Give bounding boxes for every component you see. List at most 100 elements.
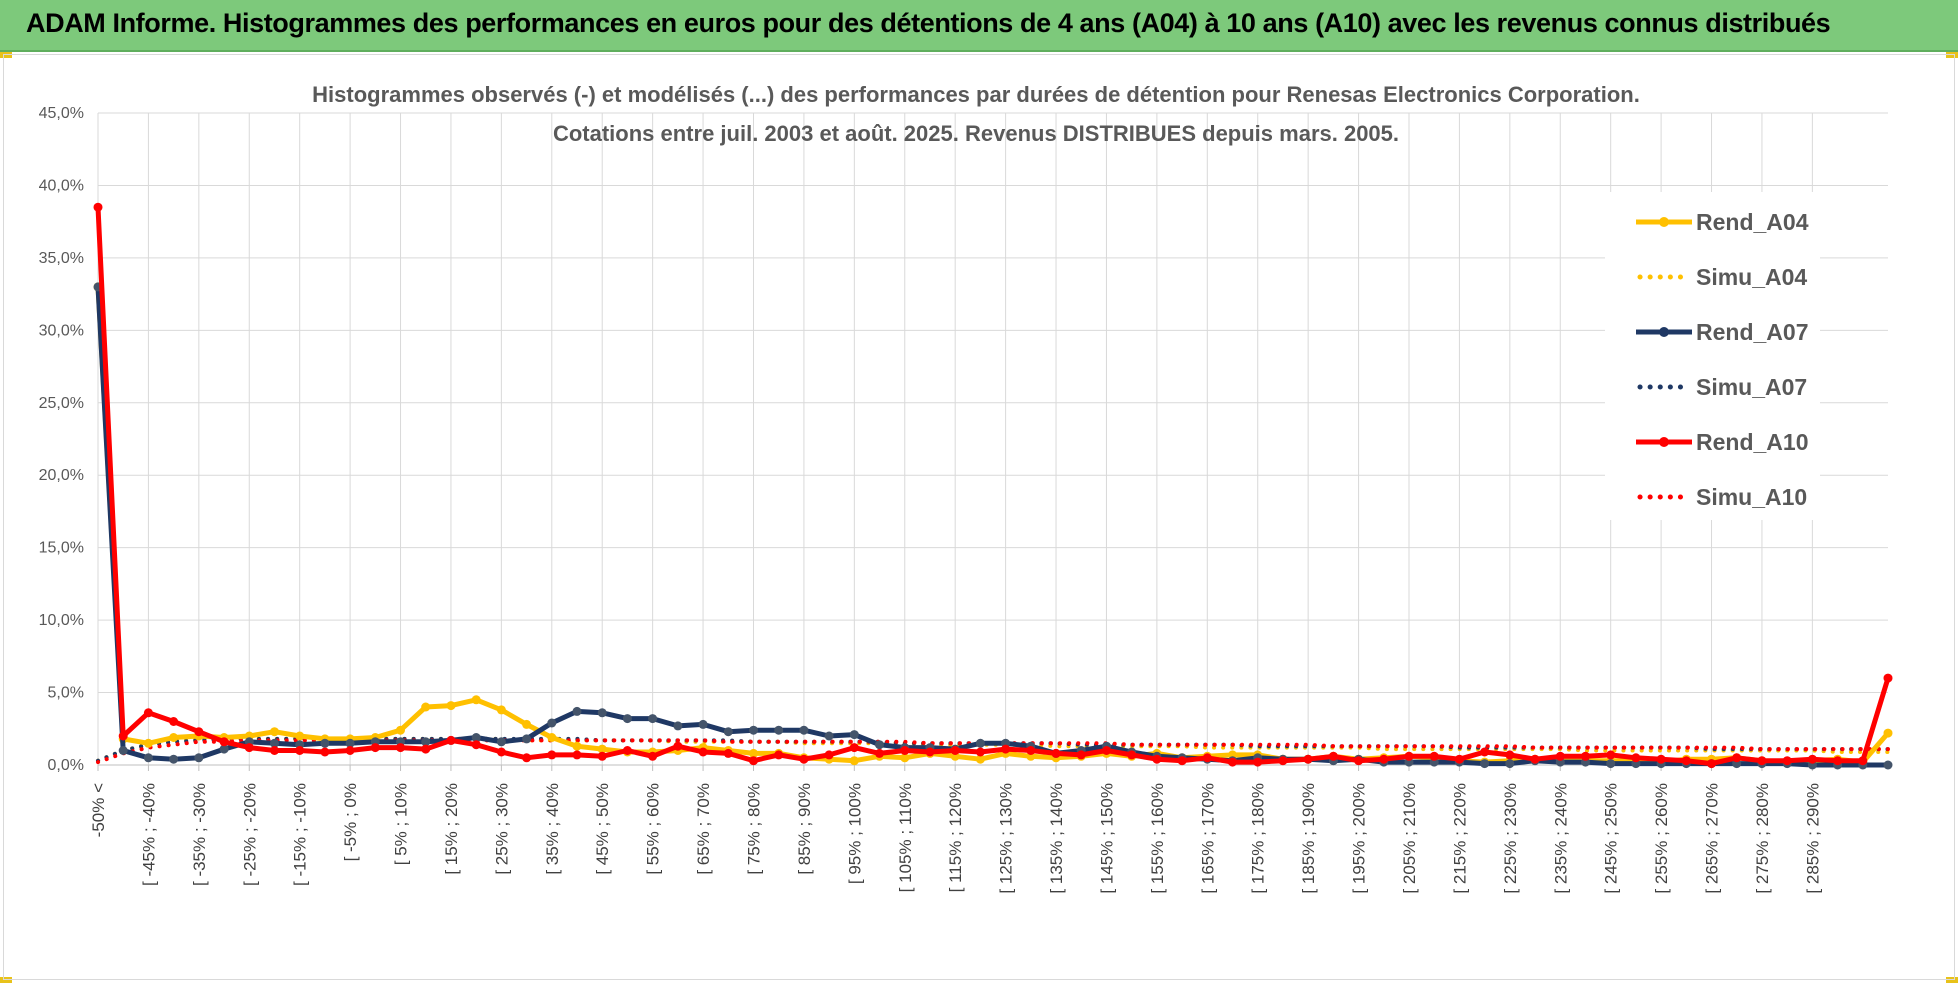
x-tick-label: [ 125% ; 130% xyxy=(997,783,1016,894)
data-point xyxy=(1379,754,1389,764)
data-point xyxy=(270,746,279,755)
x-tick-label: [ 55% ; 60% xyxy=(644,783,663,875)
data-point xyxy=(824,750,834,760)
data-point xyxy=(1328,751,1338,761)
x-tick-label: [ 35% ; 40% xyxy=(543,783,562,875)
x-axis: -50% < [ -45% ; -40% [ -35% ; -30% [ -25% ;… xyxy=(89,783,1822,894)
data-point xyxy=(396,725,405,735)
data-point xyxy=(471,740,481,750)
data-point xyxy=(597,744,607,754)
legend-label: Rend_A04 xyxy=(1696,209,1809,235)
x-tick-label: [ 85% ; 90% xyxy=(795,783,814,875)
chart-frame xyxy=(3,54,1955,980)
data-point xyxy=(1631,753,1641,763)
corner-mark xyxy=(1946,52,1958,58)
data-point xyxy=(118,746,128,755)
data-point xyxy=(169,733,179,742)
y-tick-label: 40,0% xyxy=(39,177,84,194)
legend-label: Simu_A10 xyxy=(1696,484,1807,510)
data-point xyxy=(320,738,330,748)
data-point xyxy=(1354,756,1364,766)
data-point xyxy=(118,731,128,741)
data-point xyxy=(622,746,632,755)
data-point xyxy=(194,753,204,763)
x-tick-label: [ 5% ; 10% xyxy=(392,783,411,865)
data-point xyxy=(875,740,884,750)
data-point xyxy=(572,741,582,751)
x-tick-label: [ -25% ; -20% xyxy=(240,783,259,886)
data-point xyxy=(547,733,557,742)
data-point xyxy=(471,733,481,742)
corner-mark xyxy=(0,977,12,983)
data-point xyxy=(1782,756,1792,766)
data-point xyxy=(1001,744,1011,754)
data-point xyxy=(1732,753,1742,763)
data-point xyxy=(169,754,179,764)
data-point xyxy=(1404,751,1414,761)
data-point xyxy=(749,756,758,766)
data-point xyxy=(270,727,279,737)
x-tick-label: [ 95% ; 100% xyxy=(845,783,864,884)
x-tick-label: [ 135% ; 140% xyxy=(1047,783,1066,894)
x-tick-label: -50% < xyxy=(89,783,108,837)
data-point xyxy=(1807,754,1817,764)
data-point xyxy=(673,721,683,731)
data-point xyxy=(648,714,658,724)
x-tick-label: [ -15% ; -10% xyxy=(291,783,310,886)
legend-item: Simu_A04 xyxy=(1637,264,1807,290)
data-point xyxy=(774,725,784,735)
data-point xyxy=(496,705,506,715)
data-point xyxy=(1202,753,1212,763)
data-point xyxy=(648,751,658,761)
y-tick-label: 25,0% xyxy=(39,395,84,412)
data-point xyxy=(1505,750,1515,760)
y-tick-label: 45,0% xyxy=(39,105,84,122)
data-point xyxy=(849,730,859,740)
legend-label: Rend_A10 xyxy=(1696,429,1808,455)
data-point xyxy=(572,706,582,716)
data-point xyxy=(1253,757,1263,767)
data-point xyxy=(219,737,229,747)
report-title: ADAM Informe. Histogrammes des performan… xyxy=(26,8,1831,38)
data-point xyxy=(522,734,532,744)
x-tick-label: [ 155% ; 160% xyxy=(1148,783,1167,894)
data-point xyxy=(270,738,279,748)
legend-item: Rend_A10 xyxy=(1636,429,1808,455)
data-point xyxy=(799,754,809,764)
data-point xyxy=(799,725,809,735)
data-point xyxy=(244,743,254,753)
data-point xyxy=(1833,756,1843,766)
data-point xyxy=(1606,750,1616,760)
x-tick-label: [ 105% ; 110% xyxy=(896,783,915,892)
data-point xyxy=(370,743,380,753)
corner-mark xyxy=(1946,977,1958,983)
data-point xyxy=(1127,750,1137,760)
data-point xyxy=(496,747,506,757)
legend-item: Rend_A04 xyxy=(1636,209,1809,235)
data-point xyxy=(749,725,758,735)
data-point xyxy=(522,753,532,763)
x-tick-label: [ 65% ; 70% xyxy=(694,783,713,875)
corner-mark xyxy=(0,52,12,58)
data-point xyxy=(723,748,733,758)
x-tick-label: [ 235% ; 240% xyxy=(1551,783,1570,894)
data-point xyxy=(1228,757,1237,767)
data-point xyxy=(849,756,859,766)
data-point xyxy=(1883,760,1893,770)
legend-item: Simu_A07 xyxy=(1637,374,1807,400)
data-point xyxy=(1505,759,1515,769)
data-point xyxy=(522,719,532,729)
x-tick-label: [ 75% ; 80% xyxy=(744,783,763,875)
legend-marker xyxy=(1659,327,1669,337)
x-tick-label: [ 185% ; 190% xyxy=(1299,783,1318,894)
data-point xyxy=(1883,728,1893,738)
data-point xyxy=(1681,756,1691,766)
x-tick-label: [ 285% ; 290% xyxy=(1803,783,1822,894)
x-tick-label: [ 25% ; 30% xyxy=(492,783,511,875)
data-point xyxy=(1026,746,1036,755)
data-point xyxy=(547,718,557,728)
chart-subtitle: Cotations entre juil. 2003 et août. 2025… xyxy=(553,121,1399,146)
y-axis: 0,0% 5,0% 10,0% 15,0% 20,0% 25,0% 30,0% 35,0% 40… xyxy=(39,105,84,774)
data-point xyxy=(1152,754,1162,764)
data-point xyxy=(597,708,607,718)
